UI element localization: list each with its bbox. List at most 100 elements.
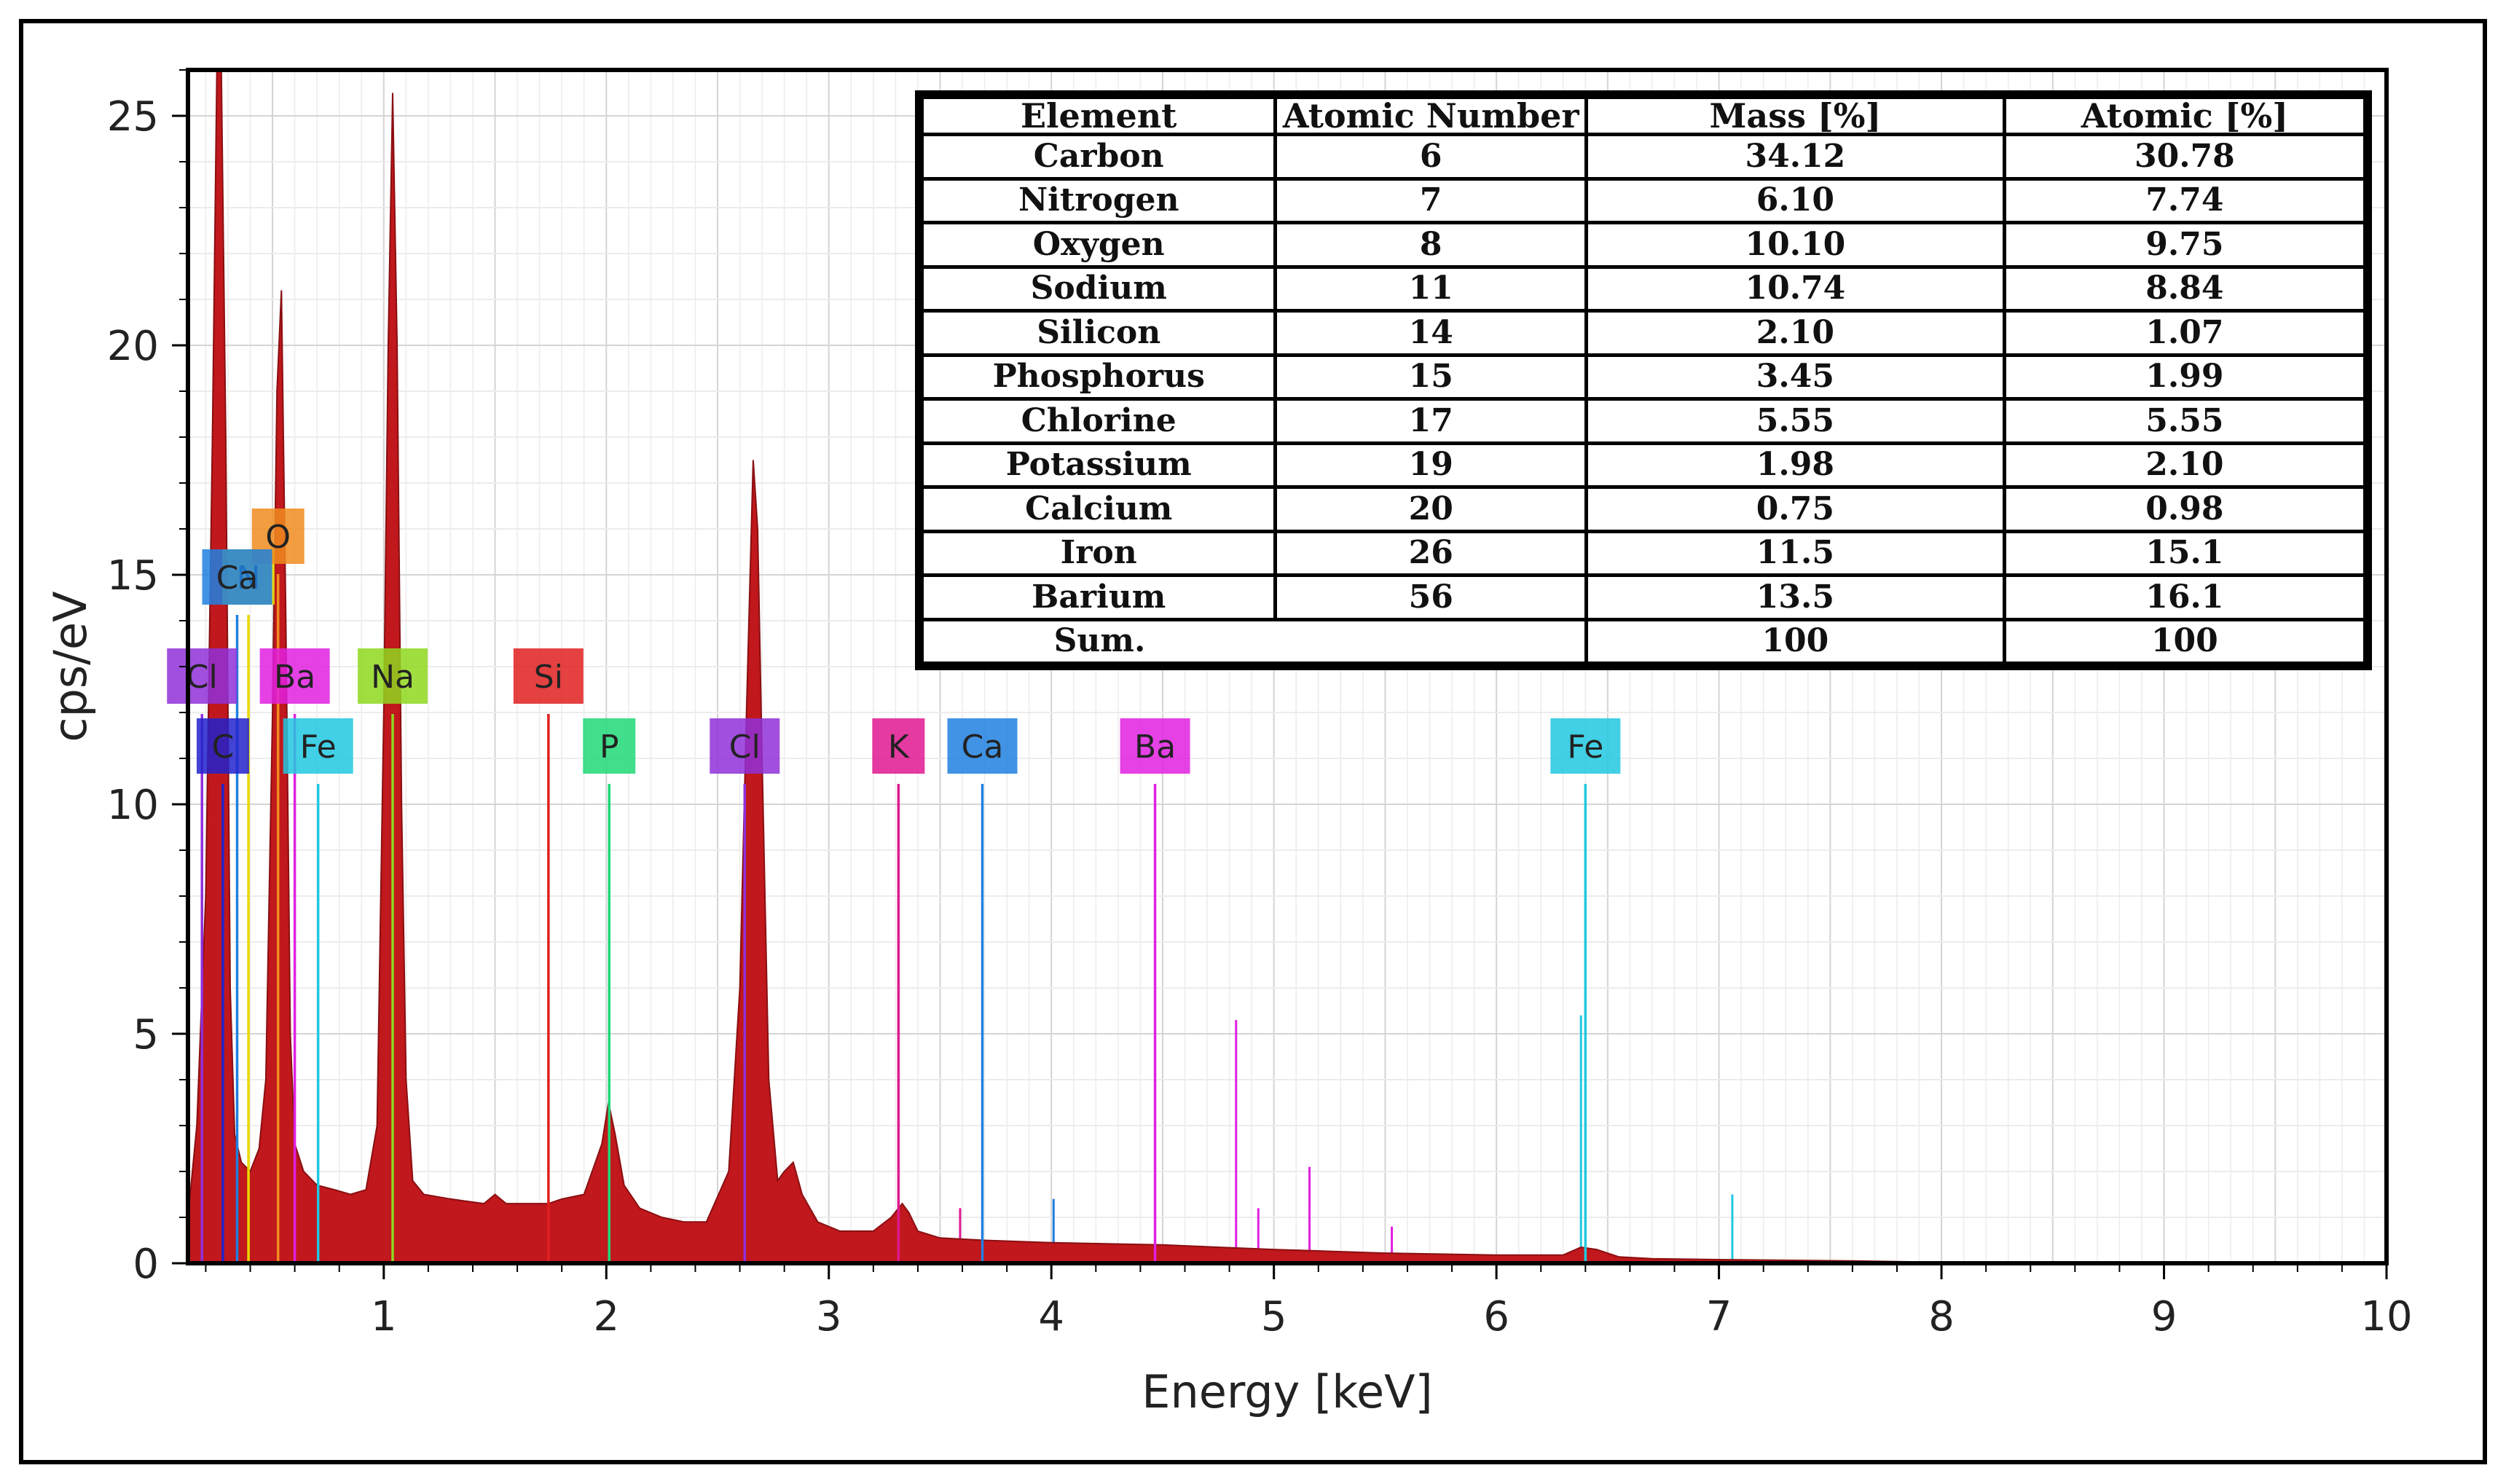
cell-atomic-number: 11 <box>1273 264 1589 313</box>
element-label-Cl: Cl <box>729 729 761 766</box>
cell-atomic: 2.10 <box>2002 441 2368 489</box>
cell-atomic-number: 20 <box>1273 485 1589 533</box>
cell-mass: 2.10 <box>1584 309 2006 357</box>
table-sum-row: Sum. 100 100 <box>919 617 2368 665</box>
element-label-box-Cl <box>167 648 237 704</box>
cell-mass: 11.5 <box>1584 529 2006 577</box>
element-label-Ca: Ca <box>216 560 259 597</box>
x-tick-label: 8 <box>1928 1293 1955 1340</box>
x-tick-label: 9 <box>2151 1293 2177 1340</box>
table-row: Chlorine 17 5.55 5.55 <box>919 397 2368 445</box>
element-label-box-C <box>196 718 249 774</box>
x-tick-label: 3 <box>816 1293 842 1340</box>
element-label-Ca: Ca <box>962 729 1004 766</box>
element-label-box-Ba <box>1120 718 1190 774</box>
element-label-box-Fe <box>1550 718 1621 774</box>
y-tick-label: 25 <box>107 93 159 141</box>
header-mass: Mass [%] <box>1584 95 2006 136</box>
cell-atomic-number: 26 <box>1273 529 1589 577</box>
cell-element: Chlorine <box>919 397 1278 445</box>
table-row: Calcium 20 0.75 0.98 <box>919 485 2368 533</box>
spectrum-series <box>187 69 2387 1264</box>
header-atomic: Atomic [%] <box>2002 95 2368 136</box>
cell-element: Nitrogen <box>919 176 1278 224</box>
cell-mass: 100 <box>1584 617 2006 665</box>
header-element: Element <box>919 95 1278 136</box>
minor-element-lines <box>959 1015 1734 1263</box>
figure-frame <box>19 19 2487 1464</box>
x-tick-label: 7 <box>1706 1293 1732 1340</box>
y-tick-label: 0 <box>133 1241 159 1288</box>
cell-atomic-number <box>1275 617 1589 665</box>
element-label-box-Na <box>358 648 428 704</box>
cell-element: Silicon <box>919 309 1278 357</box>
cell-atomic: 1.99 <box>2002 353 2368 401</box>
y-tick-label: 20 <box>107 323 159 370</box>
cell-atomic-number: 6 <box>1273 133 1589 181</box>
element-label-Fe: Fe <box>1567 729 1603 766</box>
element-label-Si: Si <box>534 659 563 696</box>
cell-element: Potassium <box>919 441 1278 489</box>
y-tick-label: 5 <box>133 1011 159 1059</box>
table-row: Potassium 19 1.98 2.10 <box>919 441 2368 489</box>
table-row: Phosphorus 15 3.45 1.99 <box>919 353 2368 401</box>
element-label-Ba: Ba <box>274 659 315 696</box>
element-label-Ba: Ba <box>1134 729 1176 766</box>
x-axis-title: Energy [keV] <box>1142 1365 1432 1418</box>
cell-mass: 5.55 <box>1584 397 2006 445</box>
element-labels: CNONaSiPClKCaBaFeClCaBaFe <box>167 509 1621 774</box>
cell-element: Phosphorus <box>919 353 1278 401</box>
table-row: Barium 56 13.5 16.1 <box>919 573 2368 621</box>
cell-mass: 1.98 <box>1584 441 2006 489</box>
composition-table-container: Element Atomic Number Mass [%] Atomic [%… <box>915 90 2372 670</box>
element-label-box-K <box>872 718 925 774</box>
header-atomic-number: Atomic Number <box>1273 95 1589 136</box>
cell-mass: 3.45 <box>1584 353 2006 401</box>
table-header-row: Element Atomic Number Mass [%] Atomic [%… <box>919 95 2368 136</box>
y-tick-label: 15 <box>107 552 159 600</box>
cell-atomic-number: 15 <box>1273 353 1589 401</box>
x-tick-label: 1 <box>371 1293 397 1340</box>
cell-element: Sodium <box>919 264 1278 313</box>
cell-atomic: 5.55 <box>2002 397 2368 445</box>
table-row: Carbon 6 34.12 30.78 <box>919 133 2368 181</box>
cell-atomic: 16.1 <box>2002 573 2368 621</box>
y-axis-title: cps/eV <box>44 591 97 742</box>
element-label-box-P <box>583 718 636 774</box>
x-tick-label: 6 <box>1483 1293 1509 1340</box>
cell-atomic: 100 <box>2002 617 2368 665</box>
cell-atomic-number: 7 <box>1273 176 1589 224</box>
table-row: Silicon 14 2.10 1.07 <box>919 309 2368 357</box>
cell-element: Oxygen <box>919 221 1278 269</box>
cell-mass: 13.5 <box>1584 573 2006 621</box>
element-label-K: K <box>888 729 910 766</box>
y-tick-label: 10 <box>107 782 159 829</box>
element-label-box-Cl <box>710 718 780 774</box>
cell-element: Iron <box>919 529 1278 577</box>
x-tick-label: 4 <box>1038 1293 1064 1340</box>
cell-element: Sum. <box>919 617 1276 665</box>
element-label-C: C <box>212 729 235 766</box>
cell-atomic: 8.84 <box>2002 264 2368 313</box>
element-label-box-Ca <box>947 718 1018 774</box>
cell-element: Calcium <box>919 485 1278 533</box>
element-label-Na: Na <box>371 659 415 696</box>
cell-atomic-number: 19 <box>1273 441 1589 489</box>
table-row: Nitrogen 7 6.10 7.74 <box>919 176 2368 224</box>
composition-table: Element Atomic Number Mass [%] Atomic [%… <box>919 95 2368 665</box>
element-label-box-Ba <box>259 648 330 704</box>
cell-mass: 0.75 <box>1584 485 2006 533</box>
cell-mass: 6.10 <box>1584 176 2006 224</box>
element-label-box-Ca <box>202 549 272 605</box>
table-row: Oxygen 8 10.10 9.75 <box>919 221 2368 269</box>
x-tick-label: 2 <box>593 1293 619 1340</box>
cell-atomic-number: 8 <box>1273 221 1589 269</box>
table-row: Sodium 11 10.74 8.84 <box>919 264 2368 313</box>
x-tick-label: 10 <box>2360 1293 2412 1340</box>
cell-element: Carbon <box>919 133 1278 181</box>
element-label-P: P <box>600 729 619 766</box>
element-label-box-Si <box>513 648 584 704</box>
cell-atomic: 15.1 <box>2002 529 2368 577</box>
cell-atomic-number: 56 <box>1273 573 1589 621</box>
